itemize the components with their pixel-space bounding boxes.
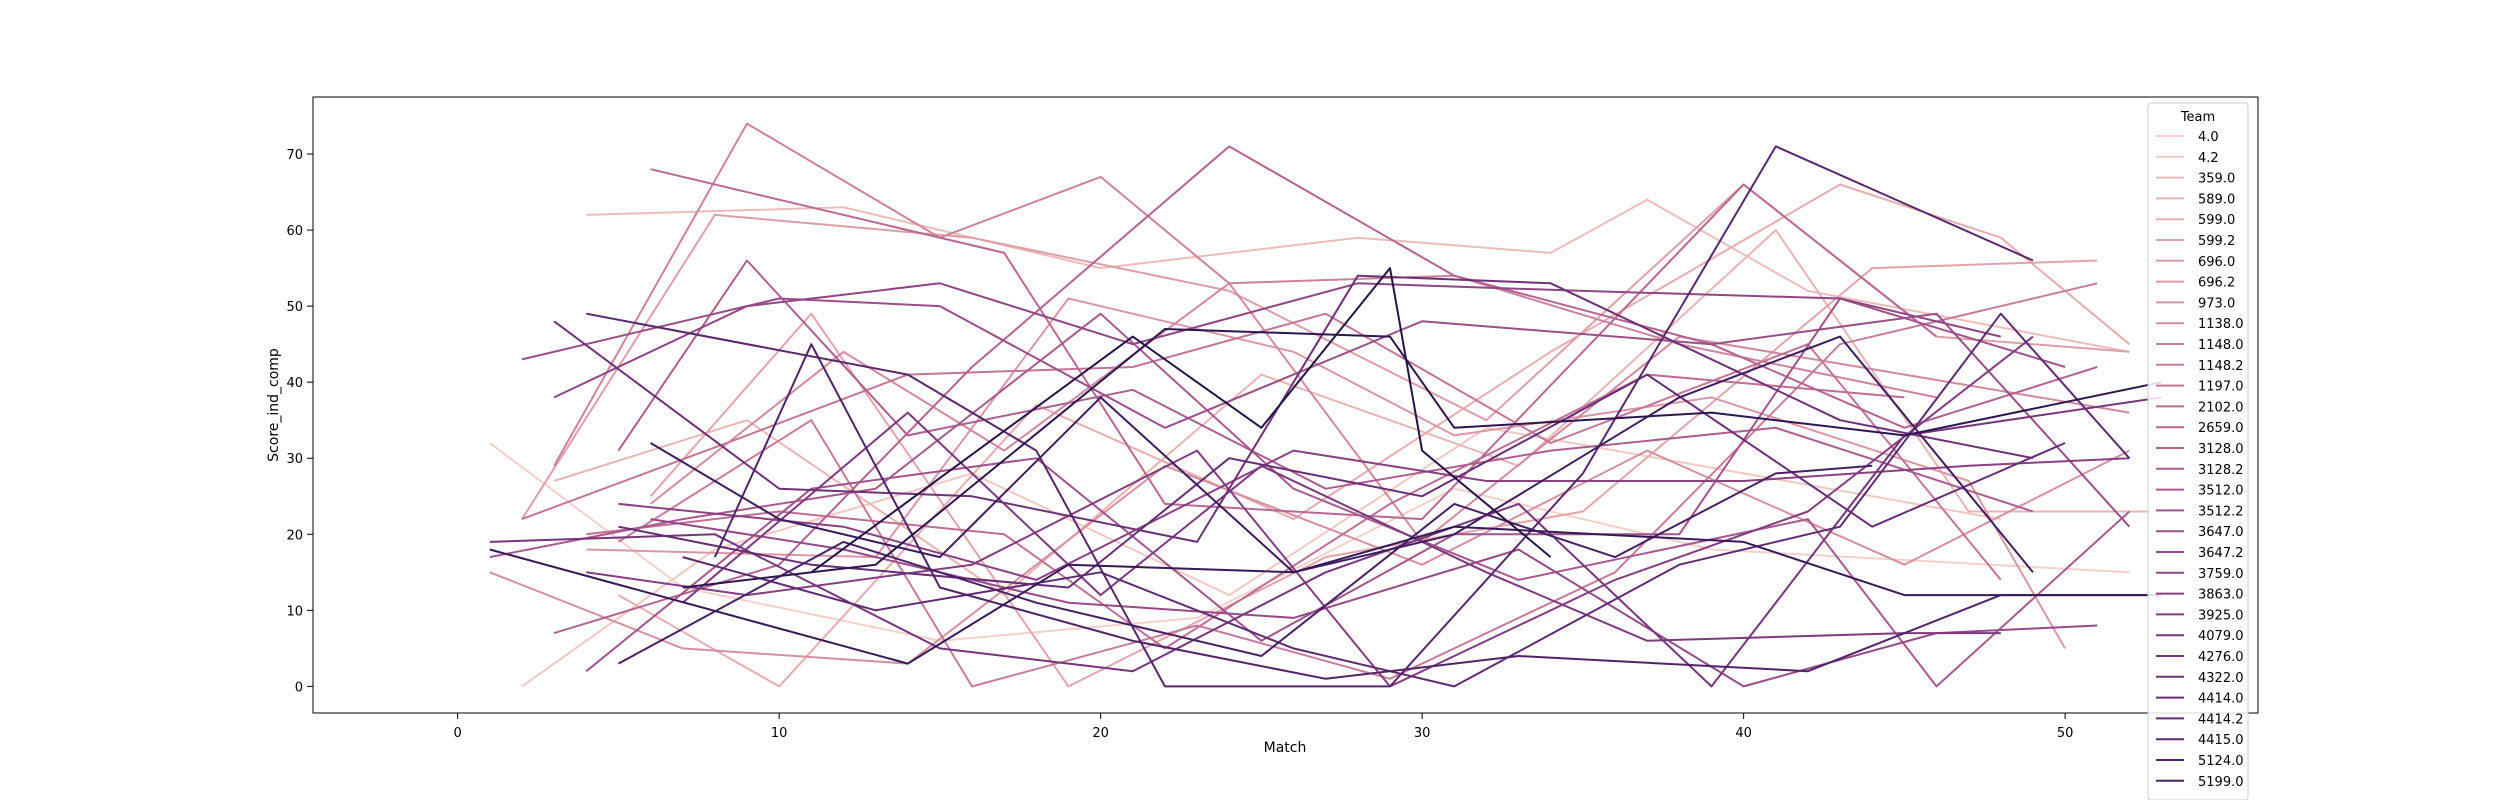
- legend-entry-label: 3925.0: [2198, 608, 2244, 623]
- series-line-34: [682, 328, 2162, 589]
- x-tick-label: 30: [1414, 726, 1431, 741]
- legend-entry-label: 3647.0: [2198, 525, 2244, 540]
- series-line-25: [489, 396, 2162, 688]
- series-line-27: [618, 373, 2066, 589]
- legend-entry-label: 599.2: [2198, 234, 2235, 249]
- x-axis-label: Match: [1264, 740, 1307, 756]
- series-line-29: [586, 145, 2034, 688]
- legend-entry-label: 3512.0: [2198, 484, 2244, 499]
- y-tick-label: 60: [286, 224, 303, 239]
- legend-entry-label: 1148.2: [2198, 359, 2244, 374]
- series-line-3: [553, 229, 2162, 597]
- series-line-16: [617, 259, 2034, 513]
- legend-box: [2147, 102, 2249, 800]
- y-axis: 0 10 20 30 40 50 60 70: [286, 148, 313, 695]
- legend-entry-label: 2102.0: [2198, 400, 2244, 415]
- legend-title: Team: [2180, 110, 2215, 125]
- legend: Team 4.0 4.2 359.0 589.0 599.0 599.2 696.0 696.…: [2147, 102, 2249, 800]
- y-tick-label: 30: [286, 452, 303, 467]
- legend-entry-label: 589.0: [2198, 192, 2235, 207]
- series-line-10: [553, 122, 1937, 467]
- legend-entry-label: 3512.2: [2198, 504, 2244, 519]
- series-line-5: [649, 259, 2098, 688]
- plot-frame: [312, 96, 2259, 714]
- legend-entry-label: 4415.0: [2198, 733, 2244, 748]
- series-line-1: [521, 426, 2001, 688]
- series-line-21: [553, 282, 2002, 399]
- legend-entry-label: 4276.0: [2198, 650, 2244, 665]
- legend-entry-label: 4414.2: [2198, 712, 2244, 727]
- legend-entry-label: 1197.0: [2198, 380, 2244, 395]
- series-line-2: [586, 198, 2130, 353]
- series-line-24: [682, 411, 2001, 642]
- legend-entry-label: 3128.0: [2198, 442, 2244, 457]
- series-line-18: [585, 297, 2066, 672]
- series-line-35: [810, 267, 1552, 574]
- legend-entry-label: 696.2: [2198, 276, 2235, 291]
- x-tick-label: 50: [2057, 726, 2074, 741]
- legend-entry-label: 5124.0: [2198, 754, 2244, 769]
- legend-entry-label: 5199.0: [2198, 775, 2244, 790]
- series-line-23: [586, 335, 2034, 688]
- legend-entry-label: 696.0: [2198, 255, 2235, 270]
- series-line-31: [617, 464, 1873, 665]
- legend-entry-label: 1138.0: [2198, 317, 2244, 332]
- series-line-17: [489, 312, 2131, 688]
- series-line-7: [586, 297, 2066, 649]
- legend-entry-label: 4079.0: [2198, 629, 2244, 644]
- legend-entry-label: 4.0: [2198, 130, 2219, 145]
- series-line-26: [553, 274, 2034, 543]
- legend-entry-label: 4322.0: [2198, 671, 2244, 686]
- series-line-6: [521, 183, 2130, 520]
- y-axis-label: Score_ind_comp: [266, 348, 282, 462]
- y-tick-label: 50: [286, 300, 303, 315]
- series-line-11: [617, 282, 2098, 688]
- y-tick-label: 0: [295, 680, 303, 695]
- series-line-8: [489, 449, 2130, 665]
- series-line-15: [553, 145, 2098, 635]
- legend-entry-label: 3128.2: [2198, 463, 2244, 478]
- series-line-20: [650, 518, 2098, 688]
- series-line-30: [713, 343, 2162, 680]
- series-layer: [489, 122, 2162, 688]
- series-line-14: [650, 168, 1938, 521]
- legend-entry-label: 973.0: [2198, 296, 2235, 311]
- legend-entry-label: 4414.0: [2198, 692, 2244, 707]
- series-line-33: [489, 525, 2162, 665]
- legend-entry-label: 2659.0: [2198, 421, 2244, 436]
- legend-entry-label: 3647.2: [2198, 546, 2244, 561]
- x-tick-label: 40: [1735, 726, 1752, 741]
- legend-entry-label: 599.0: [2198, 213, 2235, 228]
- series-line-22: [618, 449, 2130, 581]
- y-tick-label: 10: [286, 604, 303, 619]
- y-tick-label: 40: [286, 376, 303, 391]
- legend-entries: 4.0 4.2 359.0 589.0 599.0 599.2 696.0 696.2 973.…: [2156, 130, 2244, 790]
- x-tick-label: 0: [454, 726, 462, 741]
- x-axis: 0 10 20 30 40 50: [454, 713, 2074, 741]
- legend-entry-label: 359.0: [2198, 172, 2235, 187]
- legend-entry-label: 3759.0: [2198, 567, 2244, 582]
- legend-entry-label: 3863.0: [2198, 588, 2244, 603]
- y-tick-label: 20: [286, 528, 303, 543]
- series-line-28: [682, 312, 2131, 688]
- legend-entry-label: 4.2: [2198, 151, 2219, 166]
- legend-entry-label: 1148.0: [2198, 338, 2244, 353]
- x-tick-label: 10: [771, 726, 788, 741]
- y-tick-label: 70: [286, 148, 303, 163]
- x-tick-label: 20: [1092, 726, 1109, 741]
